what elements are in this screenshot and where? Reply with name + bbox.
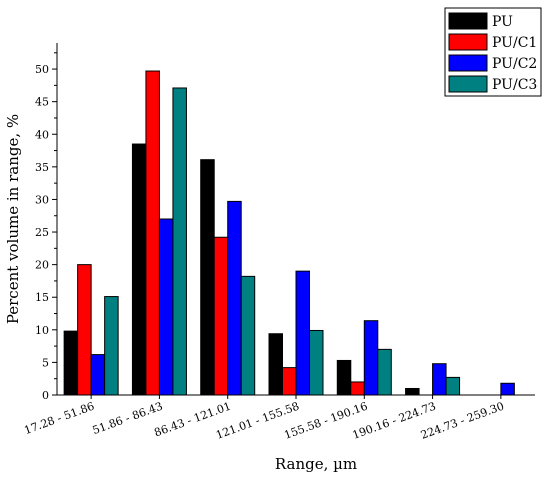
- bar: [104, 296, 119, 396]
- y-tick-label: 5: [42, 356, 49, 369]
- bar: [350, 381, 365, 396]
- legend-label: PU/C3: [492, 77, 537, 93]
- legend-label: PU/C1: [492, 35, 537, 51]
- y-tick-label: 20: [35, 259, 49, 272]
- y-tick-label: 0: [42, 389, 49, 402]
- y-tick-label: 30: [35, 193, 49, 206]
- y-tick-label: 35: [35, 161, 49, 174]
- bar: [200, 159, 215, 396]
- bar: [240, 275, 256, 396]
- bar: [77, 264, 92, 396]
- legend-label: PU/C2: [492, 56, 537, 72]
- x-tick-label: 17.28 - 51.86: [22, 400, 96, 437]
- legend-swatch: [448, 33, 488, 51]
- bar: [445, 376, 461, 396]
- legend: PU PU/C1 PU/C2 PU/C3: [444, 7, 542, 97]
- bar: [145, 70, 160, 396]
- plot-area: [63, 70, 515, 396]
- legend-swatch: [448, 54, 488, 72]
- bar: [63, 330, 79, 396]
- bar: [172, 87, 187, 396]
- bar: [90, 354, 106, 396]
- bar: [227, 200, 242, 396]
- bar: [295, 270, 310, 396]
- bar: [336, 359, 352, 396]
- bar: [268, 333, 283, 396]
- y-tick-label: 10: [35, 324, 49, 337]
- y-tick-label: 15: [35, 291, 49, 304]
- bar: [282, 367, 297, 396]
- bar: [363, 320, 379, 396]
- bar: [432, 363, 447, 396]
- legend-swatch: [448, 12, 488, 30]
- legend-swatch: [448, 75, 488, 93]
- bar: [500, 382, 515, 396]
- bar: [309, 329, 324, 396]
- y-axis-title: Percent volume in range, %: [4, 114, 22, 324]
- y-axis: 0 5 10 15 20 25 30 35 40 45 50: [35, 43, 58, 402]
- y-tick-label: 25: [35, 226, 49, 239]
- x-axis-title: Range, µm: [275, 455, 357, 473]
- y-tick-label: 40: [35, 128, 49, 141]
- legend-label: PU: [492, 14, 513, 30]
- y-tick-label: 50: [35, 63, 49, 76]
- bar: [158, 218, 174, 396]
- bar: [213, 236, 229, 396]
- bar: [405, 387, 420, 396]
- bar: [131, 143, 147, 396]
- bar: [377, 348, 392, 396]
- y-tick-label: 45: [35, 96, 49, 109]
